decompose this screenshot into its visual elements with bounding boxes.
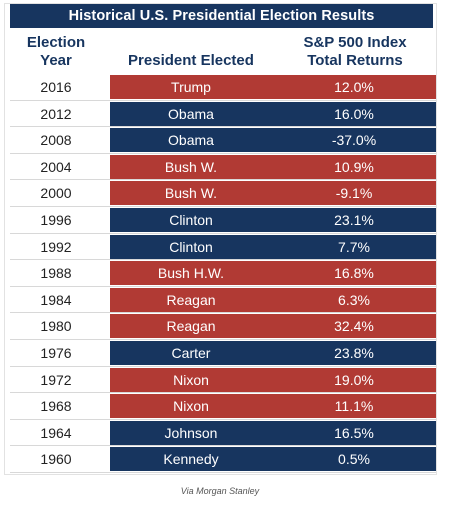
table-row: 1968 Nixon 11.1% xyxy=(10,393,436,420)
president-cell: Carter xyxy=(171,344,211,361)
table-row: 1988 Bush H.W. 16.8% xyxy=(10,260,436,287)
democrat-band: Obama -37.0% xyxy=(110,128,436,153)
republican-band: Bush H.W. 16.8% xyxy=(110,261,436,286)
democrat-band: Johnson 16.5% xyxy=(110,420,436,445)
sp500-return-cell: 11.1% xyxy=(334,398,374,415)
president-cell: Trump xyxy=(171,79,211,95)
table-row: 1964 Johnson 16.5% xyxy=(10,420,436,447)
sp500-return-cell: 23.1% xyxy=(334,211,374,228)
table-row: 2012 Obama 16.0% xyxy=(10,101,436,128)
election-year-cell: 1972 xyxy=(40,371,72,388)
sp500-return-cell: 0.5% xyxy=(338,451,370,468)
sp500-return-cell: 6.3% xyxy=(338,291,370,308)
democrat-band: Carter 23.8% xyxy=(110,340,436,365)
table-title: Historical U.S. Presidential Election Re… xyxy=(10,4,433,28)
election-year-cell: 1964 xyxy=(40,424,72,441)
sp500-return-cell: 32.4% xyxy=(334,318,374,335)
election-year-cell: 2012 xyxy=(40,105,72,122)
president-cell: Bush W. xyxy=(164,185,218,202)
election-year-cell: 1960 xyxy=(40,451,72,468)
table-row: 1992 Clinton 7.7% xyxy=(10,234,436,261)
president-cell: Obama xyxy=(168,132,214,149)
sp500-return-cell: 23.8% xyxy=(334,344,374,361)
column-header-sp500-line2: Total Returns xyxy=(307,52,403,69)
column-header-sp500-returns: S&P 500 Index Total Returns xyxy=(274,34,436,70)
president-cell: Obama xyxy=(168,105,214,122)
table-row: 1996 Clinton 23.1% xyxy=(10,207,436,234)
table-row: 2016 Trump 12.0% xyxy=(10,74,436,101)
president-cell: Nixon xyxy=(173,398,209,415)
republican-band: Bush W. -9.1% xyxy=(110,181,436,206)
republican-band: Reagan 6.3% xyxy=(110,287,436,312)
president-cell: Bush H.W. xyxy=(157,265,225,282)
election-year-cell: 2000 xyxy=(40,185,72,202)
president-cell: Clinton xyxy=(169,238,213,255)
republican-band: Nixon 11.1% xyxy=(110,394,436,419)
president-cell: Johnson xyxy=(164,424,218,441)
source-credit: Via Morgan Stanley xyxy=(180,486,260,496)
president-cell: Reagan xyxy=(166,291,216,308)
election-year-cell: 2016 xyxy=(40,79,72,95)
table-body: 2016 Trump 12.0% 2012 Obama 16.0% 2008 Obama -37… xyxy=(10,74,436,473)
sp500-return-cell: 12.0% xyxy=(334,79,374,95)
sp500-return-cell: 16.5% xyxy=(334,424,374,441)
table-row: 1980 Reagan 32.4% xyxy=(10,313,436,340)
table-row: 2008 Obama -37.0% xyxy=(10,127,436,154)
president-cell: Bush W. xyxy=(164,158,218,175)
president-cell: Nixon xyxy=(173,371,209,388)
republican-band: Bush W. 10.9% xyxy=(110,154,436,179)
table-row: 2004 Bush W. 10.9% xyxy=(10,154,436,181)
sp500-return-cell: -9.1% xyxy=(335,185,373,202)
republican-band: Nixon 19.0% xyxy=(110,367,436,392)
column-header-president: President Elected xyxy=(128,52,254,69)
president-cell: Reagan xyxy=(166,318,216,335)
table-row: 1976 Carter 23.8% xyxy=(10,340,436,367)
democrat-band: Clinton 23.1% xyxy=(110,207,436,232)
election-year-cell: 1980 xyxy=(40,318,72,335)
election-year-cell: 1996 xyxy=(40,211,72,228)
election-year-cell: 1976 xyxy=(40,344,72,361)
table-row: 2000 Bush W. -9.1% xyxy=(10,180,436,207)
table-row: 1960 Kennedy 0.5% xyxy=(10,446,436,473)
election-year-cell: 2004 xyxy=(40,158,72,175)
democrat-band: Obama 16.0% xyxy=(110,101,436,126)
president-cell: Kennedy xyxy=(163,451,219,468)
column-header-sp500-line1: S&P 500 Index xyxy=(303,34,407,51)
president-cell: Clinton xyxy=(169,211,213,228)
column-header-election-year-line1: Election xyxy=(26,34,86,51)
column-header-election-year-line2: Year xyxy=(40,52,72,69)
table-row: 1984 Reagan 6.3% xyxy=(10,287,436,314)
sp500-return-cell: 10.9% xyxy=(334,158,374,175)
sp500-return-cell: 19.0% xyxy=(334,371,374,388)
table-row: 1972 Nixon 19.0% xyxy=(10,367,436,394)
election-year-cell: 1984 xyxy=(40,291,72,308)
election-year-cell: 1988 xyxy=(40,265,72,282)
sp500-return-cell: 16.8% xyxy=(334,265,374,282)
column-header-election-year: Election Year xyxy=(10,34,102,70)
republican-band: Reagan 32.4% xyxy=(110,314,436,339)
sp500-return-cell: 7.7% xyxy=(338,238,370,255)
democrat-band: Kennedy 0.5% xyxy=(110,447,436,472)
election-year-cell: 1992 xyxy=(40,238,72,255)
sp500-return-cell: -37.0% xyxy=(331,132,377,149)
election-year-cell: 2008 xyxy=(40,132,72,149)
democrat-band: Clinton 7.7% xyxy=(110,234,436,259)
election-year-cell: 1968 xyxy=(40,398,72,415)
sp500-return-cell: 16.0% xyxy=(334,105,374,122)
republican-band: Trump 12.0% xyxy=(110,75,436,99)
